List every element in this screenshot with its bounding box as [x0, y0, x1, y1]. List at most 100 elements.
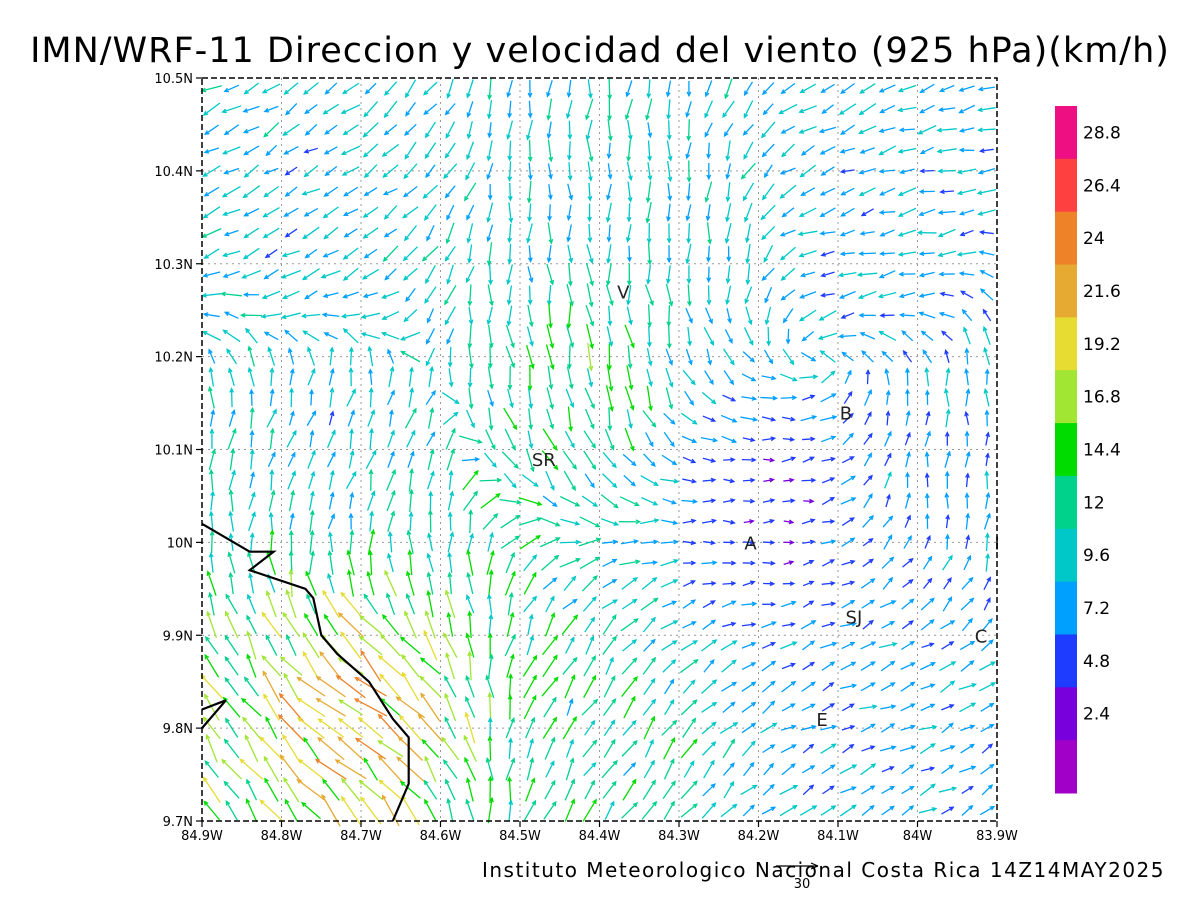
wind-vector [924, 513, 930, 529]
wind-vector [723, 762, 735, 776]
wind-vector [904, 492, 911, 509]
wind-vector [527, 285, 533, 306]
wind-vector [362, 122, 379, 138]
wind-vector [741, 701, 757, 713]
wind-vector [761, 143, 775, 158]
wind-vector [465, 696, 476, 718]
wind-vector [704, 370, 714, 386]
wind-vector [622, 778, 637, 801]
wind-vector [466, 121, 473, 140]
wind-vector [619, 559, 641, 566]
wind-vector [937, 250, 957, 258]
wind-vector [465, 409, 475, 429]
wind-vector [359, 615, 383, 635]
wind-vector [945, 367, 951, 386]
wind-vector [209, 530, 215, 554]
wind-vector [342, 124, 359, 136]
wind-vector [506, 264, 513, 286]
wind-vector [315, 697, 346, 717]
city-label: A [744, 533, 757, 554]
wind-vector [337, 736, 365, 761]
wind-vector [723, 123, 734, 138]
wind-vector [937, 228, 956, 238]
wind-vector [606, 326, 614, 347]
wind-vector [601, 599, 619, 610]
wind-vector [722, 621, 737, 628]
wind-vector [901, 764, 915, 775]
wind-vector [701, 741, 717, 756]
wind-vector [296, 778, 326, 801]
wind-vector [203, 186, 220, 197]
wind-vector [702, 600, 716, 609]
wind-vector [544, 736, 556, 760]
wind-vector [338, 699, 364, 716]
wind-vector [706, 222, 713, 245]
wind-vector [682, 580, 697, 587]
wind-vector [702, 415, 717, 422]
wind-vector [685, 243, 692, 265]
wind-vector [858, 102, 877, 116]
wind-vector [725, 182, 731, 203]
wind-vector [406, 429, 416, 448]
wind-vector [701, 679, 718, 694]
wind-vector [841, 517, 855, 526]
wind-vector [901, 805, 915, 816]
wind-vector [242, 185, 261, 199]
wind-vector [640, 597, 659, 611]
wind-vector [328, 469, 335, 490]
lon-tick-label: 84.8W [261, 829, 303, 844]
wind-vector [879, 600, 897, 609]
wind-vector [964, 410, 970, 425]
wind-vector [701, 802, 717, 819]
wind-vector [781, 763, 796, 776]
wind-vector [377, 755, 404, 783]
wind-vector [407, 549, 413, 576]
wind-vector [444, 142, 456, 159]
wind-vector [902, 349, 913, 363]
wind-vector [487, 390, 494, 408]
wind-vector [897, 147, 917, 154]
wind-vector [368, 368, 373, 385]
wind-vector [959, 290, 974, 299]
wind-vector [641, 577, 658, 590]
wind-vector [980, 639, 994, 652]
wind-vector [782, 622, 796, 627]
wind-vector [363, 164, 378, 179]
wind-vector [324, 124, 338, 135]
wind-vector [681, 499, 698, 504]
wind-vector [487, 366, 494, 390]
wind-vector [958, 147, 975, 153]
wind-vector [383, 228, 398, 238]
wind-vector [301, 188, 321, 196]
wind-vector [897, 106, 917, 113]
wind-vector [878, 84, 896, 93]
wind-vector [208, 448, 216, 470]
wind-vector [342, 247, 359, 260]
wind-vector [403, 163, 418, 180]
wind-vector [964, 347, 970, 365]
wind-vector [309, 529, 315, 554]
wind-vector [505, 716, 515, 739]
lon-tick-label: 84.3W [658, 829, 700, 844]
wind-vector [821, 104, 834, 114]
wind-vector [302, 631, 320, 659]
wind-vector [505, 757, 516, 781]
wind-vector [682, 717, 697, 738]
wind-vector [527, 139, 533, 163]
wind-vector [326, 429, 336, 448]
wind-vector [840, 82, 855, 95]
wind-vector [665, 367, 674, 388]
wind-vector [780, 641, 798, 650]
wind-vector [901, 620, 914, 630]
wind-vector [763, 518, 776, 524]
wind-vector [204, 693, 220, 721]
wind-vector [918, 807, 938, 814]
wind-vector [799, 374, 819, 380]
wind-vector [745, 306, 753, 326]
wind-vector [647, 162, 653, 182]
wind-vector [283, 672, 300, 701]
wind-vector [323, 226, 339, 240]
wind-vector [646, 223, 652, 244]
wind-vector [367, 345, 374, 367]
wind-vector [445, 427, 456, 450]
